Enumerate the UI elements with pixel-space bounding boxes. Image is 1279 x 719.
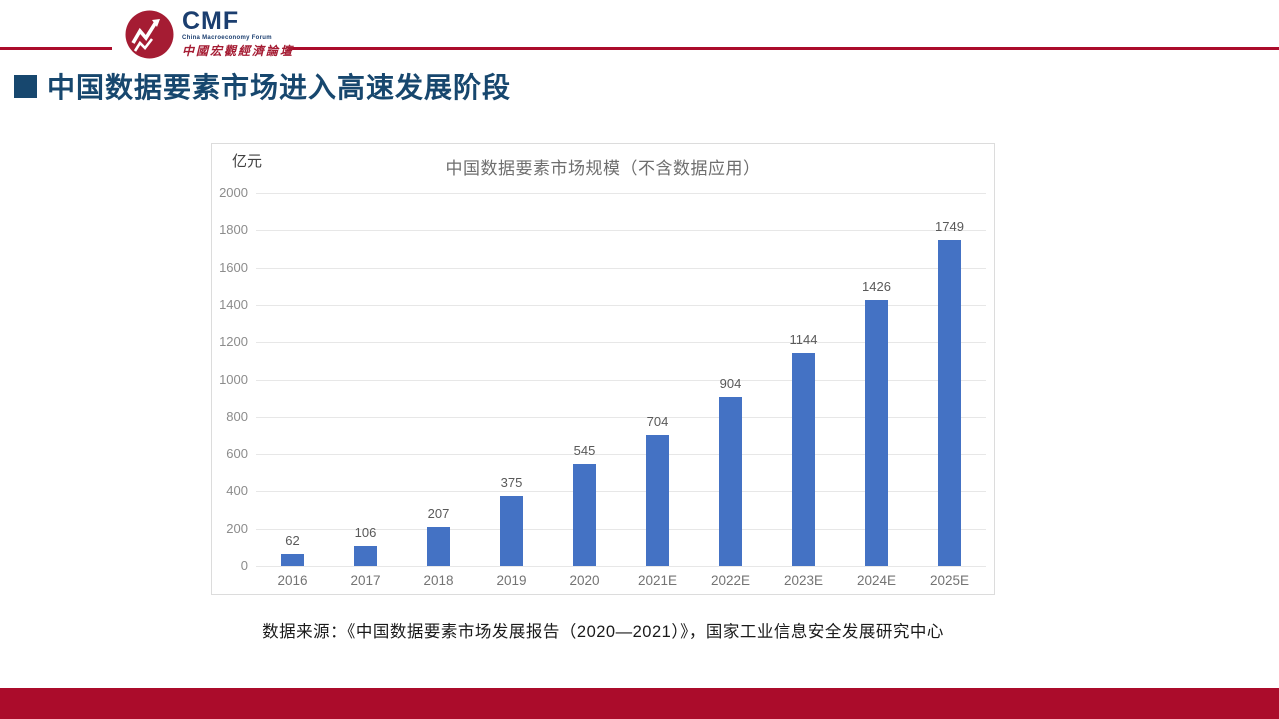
header-rule-left (0, 47, 112, 50)
bar (354, 546, 377, 566)
gridline (256, 566, 986, 567)
bar-value-label: 375 (500, 475, 523, 491)
gridline (256, 267, 986, 269)
x-tick-label: 2016 (277, 573, 308, 588)
y-tick-label: 1400 (219, 296, 248, 312)
bar-value-label: 106 (354, 525, 377, 541)
cmf-logo-icon (125, 10, 174, 59)
bar-value-label: 704 (646, 413, 669, 429)
x-tick-label: 2020 (569, 573, 600, 588)
y-tick-label: 1000 (219, 371, 248, 387)
x-tick-label: 2024E (856, 573, 897, 588)
gridline (256, 528, 986, 530)
bar (281, 554, 304, 566)
bar-value-label: 545 (573, 443, 596, 459)
title-bullet (14, 74, 37, 98)
bar-value-label: 1749 (935, 218, 964, 234)
header-rule-right (289, 47, 1279, 50)
y-tick-label: 1800 (219, 222, 248, 238)
footer-bar (0, 688, 1279, 719)
cmf-logo: CMF China Macroeconomy Forum 中國宏觀經濟論壇 (125, 8, 355, 64)
cmf-logo-text: CMF China Macroeconomy Forum 中國宏觀經濟論壇 (182, 8, 294, 64)
gridline (256, 379, 986, 381)
logo-chinese-name: 中國宏觀經濟論壇 (182, 44, 295, 58)
bar (573, 464, 596, 566)
y-tick-label: 2000 (219, 185, 248, 200)
y-tick-label: 600 (226, 446, 248, 462)
x-tick-label: 2022E (710, 573, 751, 588)
gridline (256, 342, 986, 344)
x-tick-label: 2021E (637, 573, 678, 588)
y-tick-label: 800 (226, 408, 248, 424)
bar (646, 434, 669, 566)
y-axis-unit-label: 亿元 (232, 153, 263, 170)
page-title: 中国数据要素市场进入高速发展阶段 (47, 72, 512, 103)
y-tick-label: 200 (226, 520, 248, 536)
y-axis: 0 200 400 600 800 1000 1200 1400 1600 1800 2000 (212, 185, 248, 573)
logo-subtitle: China Macroeconomy Forum (182, 35, 272, 41)
x-tick-label: 2019 (496, 573, 527, 588)
y-tick-label: 1200 (219, 334, 248, 350)
bar (719, 397, 742, 566)
gridline (256, 230, 986, 232)
chart-title: 中国数据要素市场规模（不含数据应用） (445, 159, 761, 178)
bar-chart-plot: 62 2016 106 2017 207 2018 375 2019 545 2020 704 202… (256, 193, 986, 588)
bar (500, 496, 523, 566)
logo-acronym: CMF (182, 7, 240, 35)
bar-value-label: 62 (285, 533, 300, 549)
bar-value-label: 207 (427, 506, 450, 522)
bar-value-label: 1426 (862, 279, 891, 295)
x-tick-label: 2017 (350, 573, 381, 588)
x-tick-label: 2023E (783, 573, 824, 588)
x-tick-label: 2025E (929, 573, 970, 588)
gridline (256, 491, 986, 493)
title-row: 中国数据要素市场进入高速发展阶段 (14, 66, 511, 106)
bar (792, 352, 815, 566)
chart-card: 亿元 中国数据要素市场规模（不含数据应用） 0 200 400 600 800 1000 1… (211, 143, 995, 595)
bar (938, 239, 961, 566)
x-tick-label: 2018 (423, 573, 454, 588)
bar (427, 527, 450, 566)
gridline (256, 416, 986, 418)
gridline (256, 193, 986, 194)
y-tick-label: 0 (240, 558, 248, 573)
bar-value-label: 904 (719, 376, 742, 392)
bar-value-label: 1144 (789, 331, 818, 347)
bar (865, 300, 888, 566)
source-note: 数据来源：《中国数据要素市场发展报告（2020—2021）》，国家工业信息安全发… (262, 623, 944, 641)
y-tick-label: 400 (226, 483, 248, 499)
y-tick-label: 1600 (219, 259, 248, 275)
gridline (256, 454, 986, 456)
gridline (256, 304, 986, 306)
